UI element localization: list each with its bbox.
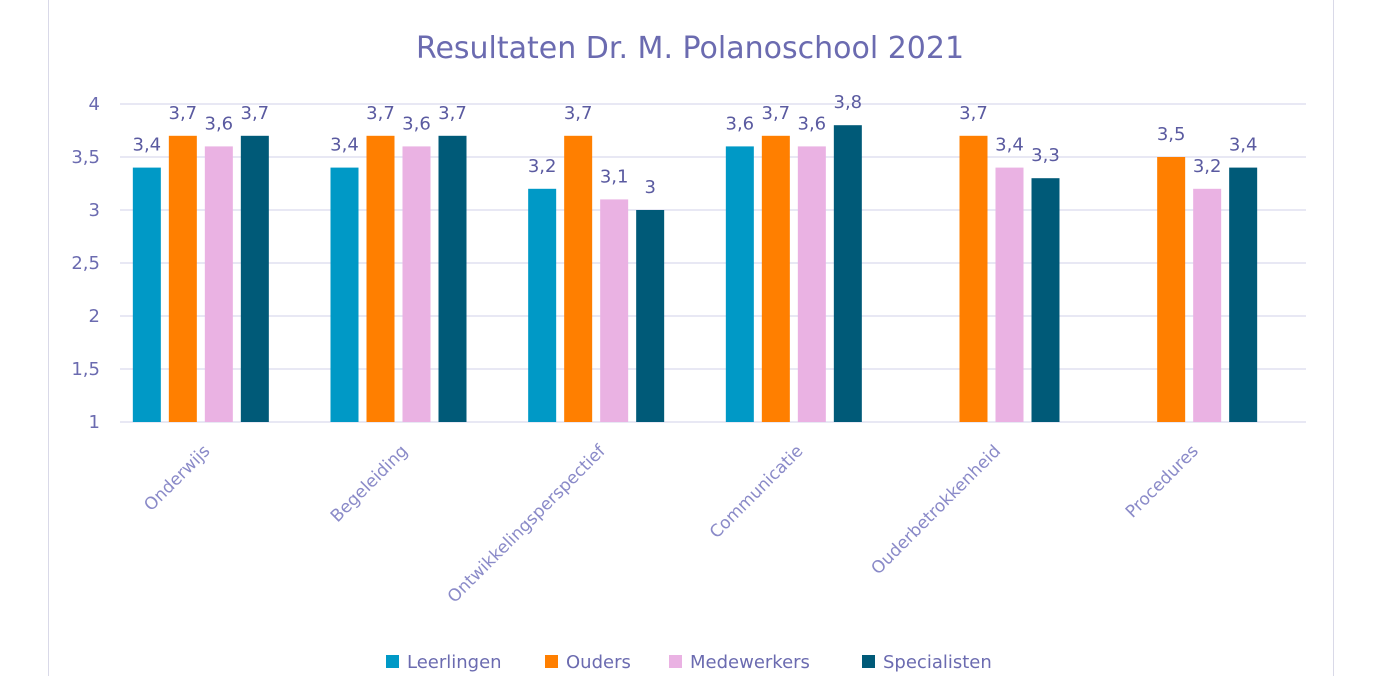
bar-ouders xyxy=(1157,157,1186,422)
x-category-label: Onderwijs xyxy=(140,441,214,515)
y-tick-label: 2,5 xyxy=(71,253,100,274)
x-category-label: Ouderbetrokkenheid xyxy=(868,441,1005,578)
bar-ouders xyxy=(564,135,593,423)
data-label: 3,7 xyxy=(564,103,593,124)
y-tick-label: 1 xyxy=(89,412,100,433)
x-category-label: Procedures xyxy=(1122,441,1203,522)
legend-swatch xyxy=(545,655,558,668)
y-tick-label: 2 xyxy=(89,306,100,327)
legend-label: Leerlingen xyxy=(407,652,502,673)
bar-specialisten xyxy=(438,135,467,423)
data-label: 3,7 xyxy=(241,103,270,124)
data-label: 3,4 xyxy=(330,135,359,156)
bar-medewerkers xyxy=(1193,188,1222,422)
data-label: 3,7 xyxy=(366,103,395,124)
chart-frame xyxy=(48,0,1334,676)
data-label: 3,6 xyxy=(402,113,431,134)
y-tick-label: 3,5 xyxy=(71,147,100,168)
bar-ouders xyxy=(959,135,988,423)
data-label: 3,4 xyxy=(1229,135,1258,156)
bar-ouders xyxy=(761,135,790,423)
legend-label: Ouders xyxy=(566,652,631,673)
bar-ouders xyxy=(366,135,395,423)
data-label: 3,7 xyxy=(438,103,467,124)
bar-ouders xyxy=(168,135,197,423)
legend-swatch xyxy=(386,655,399,668)
bar-medewerkers xyxy=(797,146,826,422)
bar-leerlingen xyxy=(330,167,359,422)
legend-swatch xyxy=(669,655,682,668)
legend-label: Medewerkers xyxy=(690,652,810,673)
bar-medewerkers xyxy=(600,199,629,422)
bar-leerlingen xyxy=(725,146,754,422)
data-label: 3,2 xyxy=(1193,156,1222,177)
y-tick-label: 1,5 xyxy=(71,359,100,380)
data-label: 3,8 xyxy=(834,92,863,113)
x-category-label: Begeleiding xyxy=(327,441,412,526)
x-category-label: Communicatie xyxy=(706,441,807,542)
bar-specialisten xyxy=(1229,167,1258,422)
chart-title: Resultaten Dr. M. Polanoschool 2021 xyxy=(416,31,964,66)
data-label: 3,6 xyxy=(726,113,755,134)
legend-label: Specialisten xyxy=(883,652,992,673)
data-label: 3,7 xyxy=(169,103,198,124)
data-label: 3,7 xyxy=(959,103,988,124)
bar-specialisten xyxy=(240,135,269,423)
data-label: 3,2 xyxy=(528,156,557,177)
data-label: 3,1 xyxy=(600,166,629,187)
data-label: 3,6 xyxy=(798,113,827,134)
data-label: 3,3 xyxy=(1031,145,1060,166)
y-tick-label: 4 xyxy=(89,94,100,115)
x-category-label: Ontwikkelingsperspectief xyxy=(444,441,610,607)
data-label: 3 xyxy=(644,177,655,198)
bar-medewerkers xyxy=(204,146,233,422)
bar-medewerkers xyxy=(402,146,431,422)
data-label: 3,4 xyxy=(133,135,162,156)
data-label: 3,4 xyxy=(995,135,1024,156)
bar-leerlingen xyxy=(528,188,557,422)
y-tick-label: 3 xyxy=(89,200,100,221)
legend-swatch xyxy=(862,655,875,668)
data-label: 3,6 xyxy=(205,113,234,134)
data-label: 3,7 xyxy=(762,103,791,124)
bar-specialisten xyxy=(833,125,862,422)
bar-specialisten xyxy=(1031,178,1060,422)
bar-medewerkers xyxy=(995,167,1024,422)
data-label: 3,5 xyxy=(1157,124,1186,145)
bar-leerlingen xyxy=(132,167,161,422)
bar-specialisten xyxy=(636,210,665,422)
